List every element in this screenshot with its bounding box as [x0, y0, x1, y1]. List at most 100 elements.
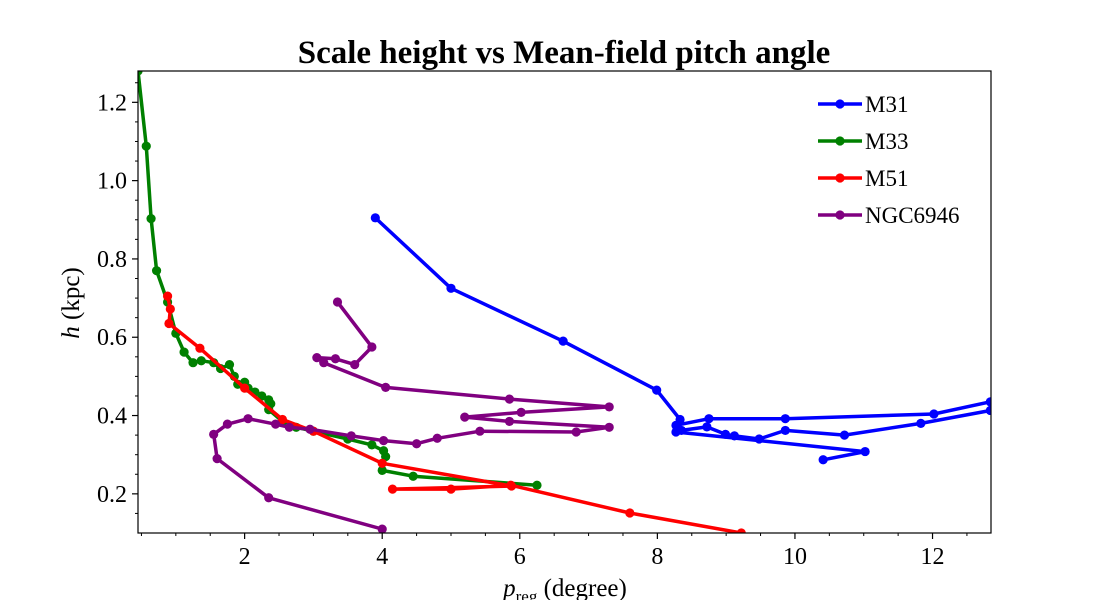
data-point-m33: [367, 440, 377, 450]
data-point-ngc6946: [332, 297, 343, 307]
series-m31: [370, 213, 991, 465]
data-point-m31: [729, 431, 740, 441]
data-point-ngc6946: [571, 427, 581, 437]
x-tick-label: 8: [651, 544, 663, 570]
data-point-ngc6946: [222, 419, 233, 429]
data-point-m51: [165, 304, 175, 314]
data-point-ngc6946: [319, 358, 329, 368]
legend-item-m33: M33: [818, 129, 908, 154]
data-point-m31: [818, 455, 828, 465]
x-tick-label: 10: [783, 544, 807, 570]
data-point-m31: [446, 283, 456, 293]
data-point-m33: [141, 141, 151, 151]
chart-title: Scale height vs Mean-field pitch angle: [298, 35, 831, 71]
legend-item-ngc6946: NGC6946: [818, 203, 960, 228]
data-point-m31: [558, 336, 568, 346]
legend-label-m31: M31: [865, 92, 908, 117]
legend-label-m51: M51: [865, 166, 908, 191]
data-point-m33: [532, 480, 542, 490]
data-point-m31: [916, 418, 926, 428]
data-point-m51: [506, 480, 516, 490]
data-point-m31: [985, 405, 991, 416]
data-point-m51: [195, 343, 205, 353]
y-tick-label: 0.6: [97, 325, 127, 351]
data-point-m31: [704, 414, 714, 424]
x-tick-label: 4: [376, 544, 388, 570]
series-m33: [138, 71, 542, 490]
data-point-m51: [164, 318, 174, 329]
series-ngc6946: [209, 297, 614, 533]
data-point-m31: [929, 409, 939, 419]
x-axis-label-subscript: reg: [516, 587, 538, 600]
x-tick-label: 12: [921, 544, 945, 570]
data-point-ngc6946: [475, 426, 485, 436]
series-layer: [138, 71, 991, 533]
x-axis: 2 4 6 8 10 12: [140, 533, 968, 570]
data-point-ngc6946: [209, 429, 219, 439]
data-point-ngc6946: [381, 382, 391, 392]
legend-marker-ngc6946: [835, 210, 845, 220]
data-point-ngc6946: [312, 352, 322, 363]
legend-marker-m31: [835, 99, 845, 109]
x-axis-label-unit: (degree): [537, 575, 627, 600]
data-point-m33: [408, 471, 418, 481]
x-tick-label: 6: [514, 544, 526, 570]
plot-frame: [137, 70, 992, 534]
data-point-m33: [196, 356, 206, 366]
data-point-ngc6946: [604, 402, 614, 412]
data-point-m51: [277, 414, 288, 425]
data-point-m31: [370, 213, 380, 223]
data-point-ngc6946: [504, 416, 515, 427]
data-point-m51: [736, 528, 746, 533]
data-point-m33: [151, 266, 162, 276]
data-point-ngc6946: [212, 454, 222, 464]
data-point-ngc6946: [367, 342, 377, 352]
data-point-ngc6946: [346, 431, 356, 441]
x-axis-label: preg (degree): [501, 575, 627, 600]
data-point-m31: [860, 446, 870, 457]
data-point-m31: [780, 425, 790, 436]
data-point-ngc6946: [330, 354, 341, 364]
data-point-ngc6946: [432, 433, 442, 443]
data-point-m33: [224, 360, 235, 370]
data-point-ngc6946: [377, 524, 387, 533]
data-point-m51: [625, 508, 635, 518]
data-point-ngc6946: [460, 412, 470, 422]
data-point-m51: [446, 484, 456, 494]
legend-marker-m51: [835, 173, 845, 183]
data-point-m31: [985, 397, 991, 407]
data-point-ngc6946: [516, 407, 526, 418]
data-point-ngc6946: [284, 422, 294, 432]
data-point-ngc6946: [412, 439, 422, 449]
y-axis-label-main: h: [58, 326, 85, 339]
data-point-ngc6946: [378, 436, 389, 446]
legend-item-m51: M51: [818, 166, 908, 191]
y-tick-label: 1.0: [97, 169, 127, 195]
data-point-m51: [162, 291, 173, 301]
data-point-ngc6946: [270, 419, 281, 429]
x-tick-label: 2: [239, 544, 251, 570]
legend-marker-m33: [835, 136, 845, 146]
plot-area: [137, 70, 992, 534]
y-tick-label: 0.2: [97, 482, 127, 508]
data-point-m31: [702, 422, 712, 432]
y-tick-label: 1.2: [97, 90, 127, 116]
y-axis: 0.2 0.4 0.6 0.8 1.0 1.2: [97, 82, 138, 514]
y-tick-label: 0.8: [97, 247, 127, 273]
data-point-m51: [240, 383, 250, 393]
data-point-m33: [146, 214, 156, 224]
legend: M31 M33 M51 NGC6946: [818, 92, 960, 228]
series-line-m51: [165, 294, 744, 533]
data-point-ngc6946: [243, 414, 253, 424]
series-m51: [162, 291, 746, 533]
data-point-m31: [720, 429, 731, 439]
y-axis-label-unit: (kpc): [58, 267, 85, 326]
legend-label-ngc6946: NGC6946: [865, 203, 960, 228]
data-point-m33: [377, 465, 387, 475]
legend-label-m33: M33: [865, 129, 908, 154]
data-point-ngc6946: [350, 360, 360, 370]
x-axis-label-main: p: [501, 575, 516, 600]
y-tick-label: 0.4: [97, 404, 127, 430]
data-point-m33: [179, 347, 189, 357]
data-point-m51: [387, 484, 398, 494]
